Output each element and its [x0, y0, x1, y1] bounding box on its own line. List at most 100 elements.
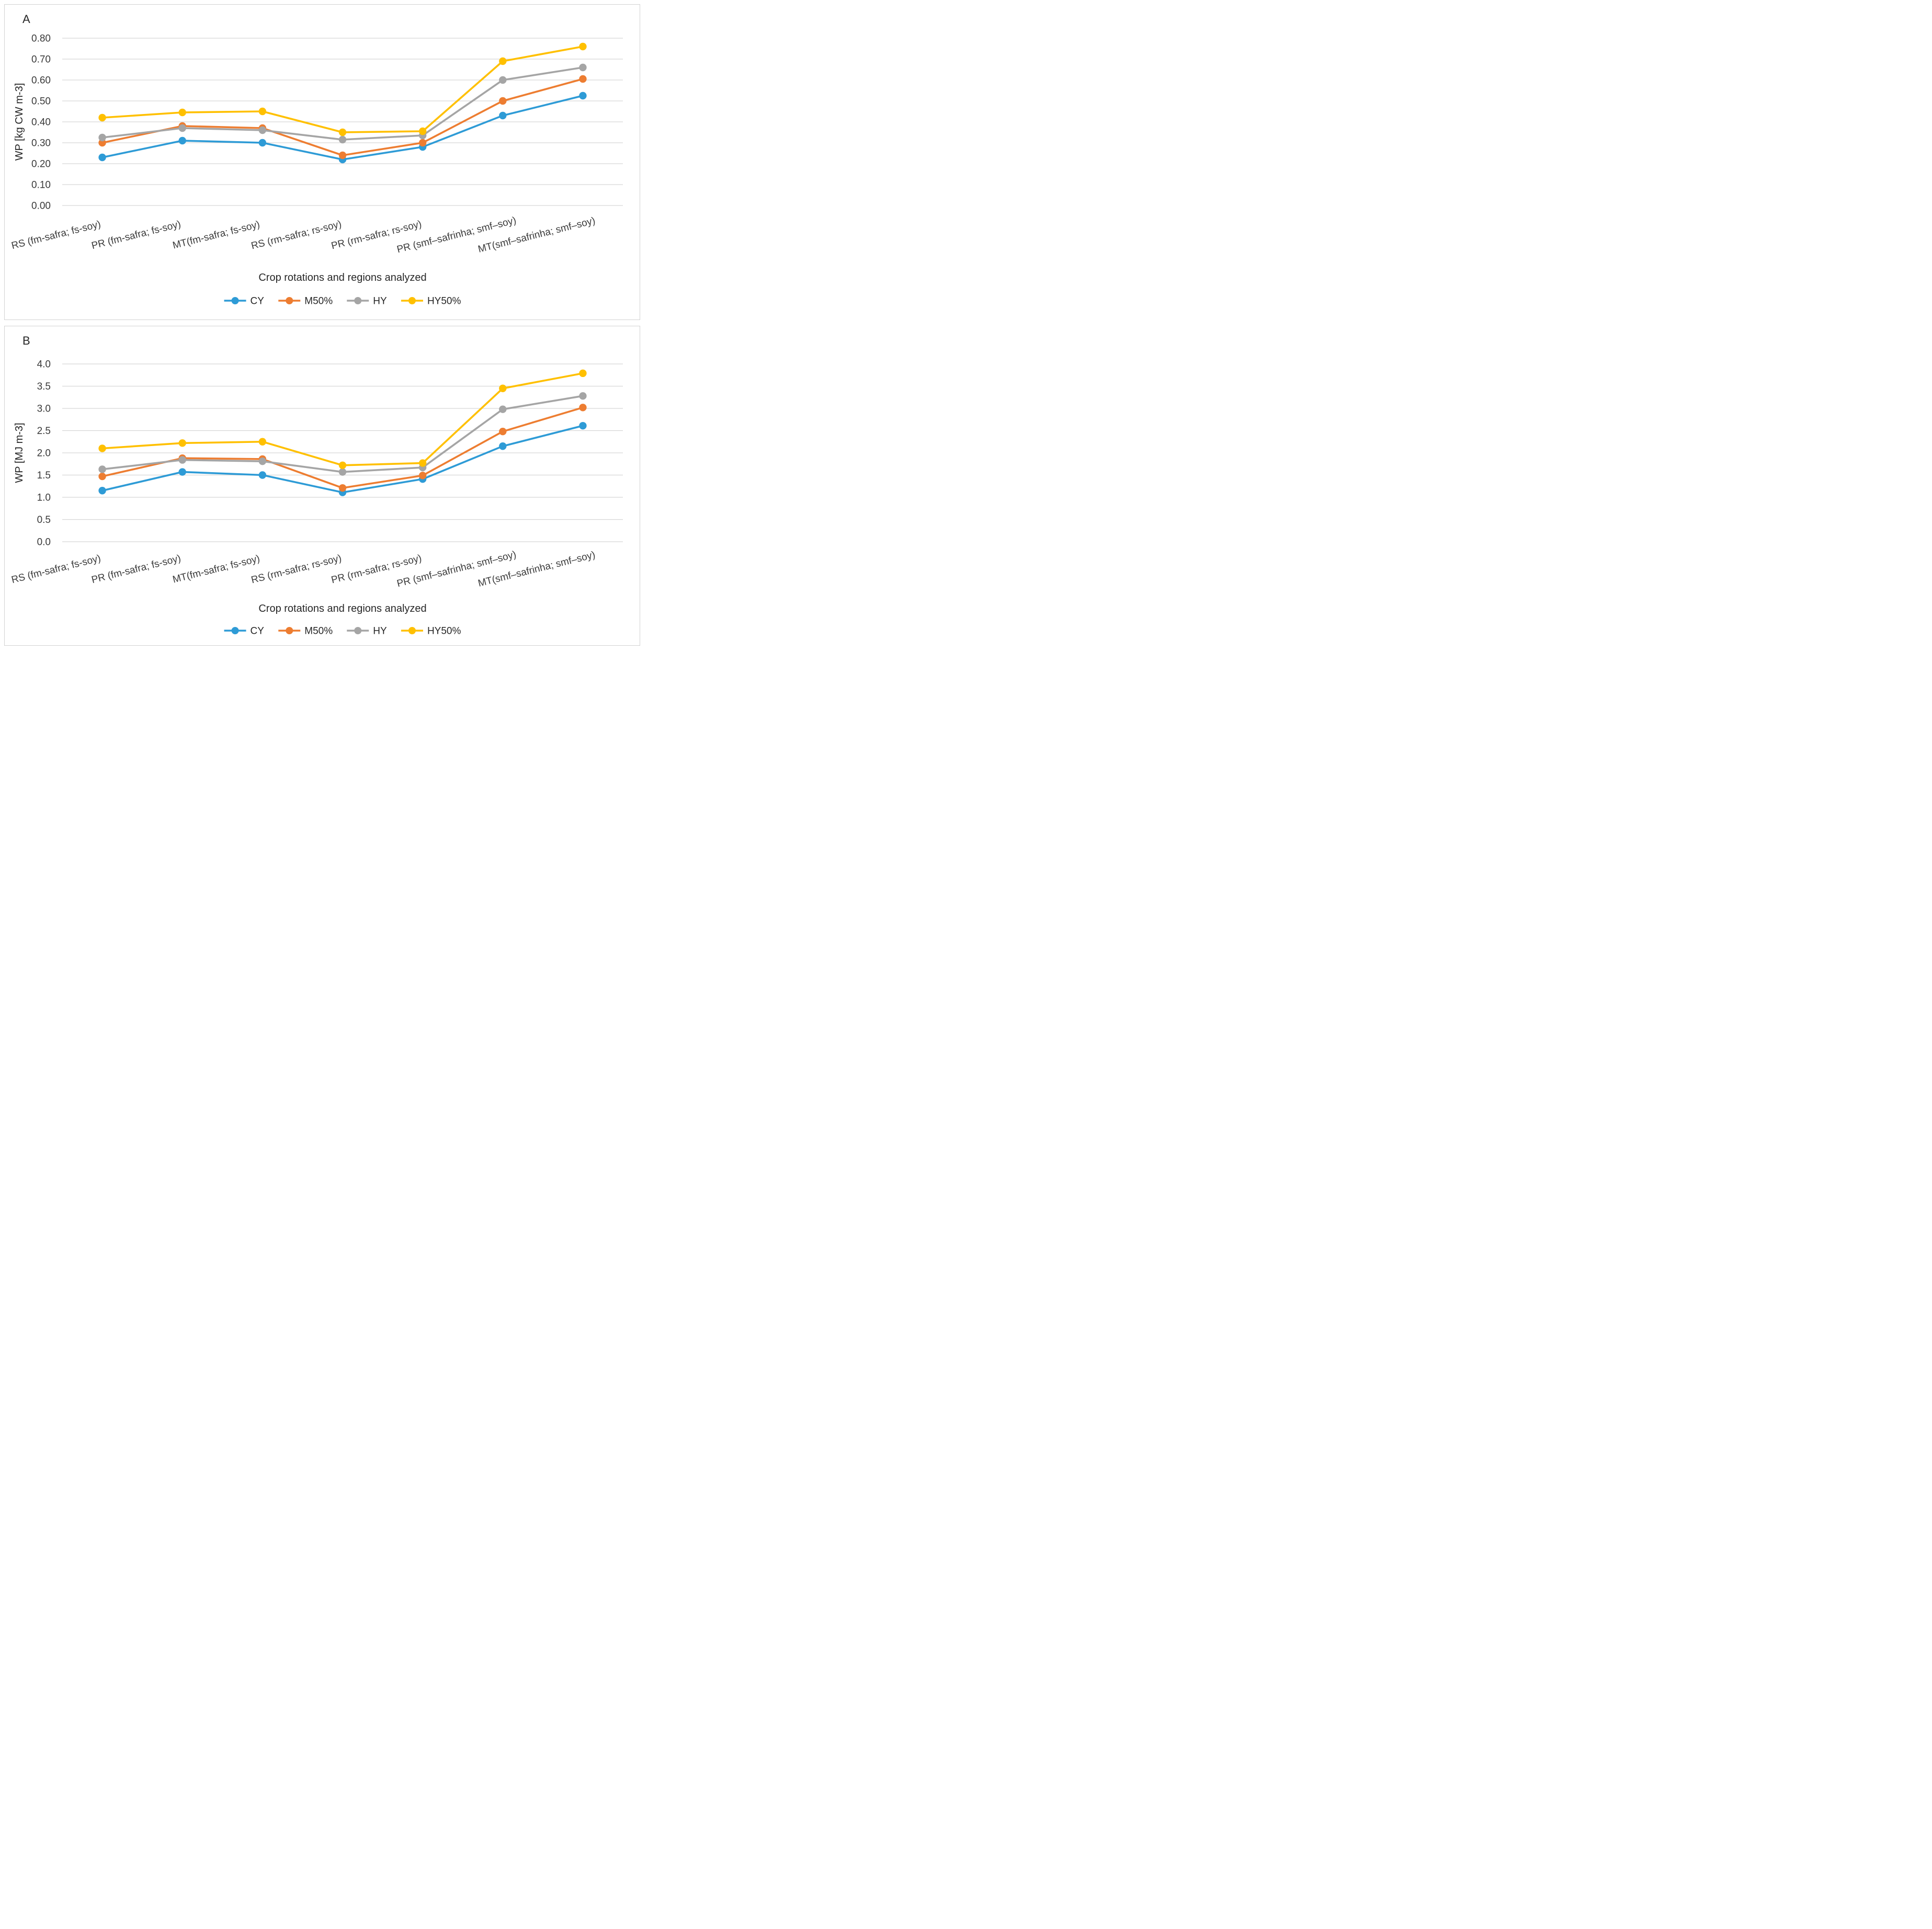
- series-line-HY50%: [101, 372, 584, 466]
- legend-label: HY: [373, 296, 387, 307]
- marker-HY: [579, 392, 587, 400]
- legend-item-HY50%: HY50%: [401, 296, 461, 307]
- marker-HY50%: [338, 461, 347, 469]
- marker-HY50%: [418, 127, 427, 135]
- panel-b: B 4.0 3.5 3.0 2.5 2.0 1.5 1.0 0.5 0.0 WP [MJ m-3]…: [4, 326, 640, 646]
- x-category-label: MT(fm-safra; fs-soy): [172, 553, 261, 586]
- legend-marker: [354, 297, 362, 304]
- marker-CY: [579, 421, 587, 430]
- panel-a-label: A: [22, 13, 30, 26]
- legend-item-CY: CY: [224, 626, 265, 637]
- y-tick-label: 2.5: [37, 426, 51, 437]
- marker-CY: [258, 471, 267, 479]
- marker-HY: [98, 133, 106, 142]
- marker-HY50%: [579, 369, 587, 378]
- y-tick-label: 0.40: [31, 117, 51, 128]
- legend-marker: [286, 627, 293, 634]
- legend: CY M50% HY HY50%: [224, 296, 461, 307]
- marker-CY: [499, 111, 507, 120]
- y-tick-label: 0.00: [31, 201, 51, 212]
- marker-HY: [499, 405, 507, 413]
- x-category-label: RS (fm-safra; fs-soy): [10, 553, 102, 586]
- chart-a: 0.80 0.70 0.60 0.50 0.40 0.30 0.20 0.10 0.00 WP […: [10, 33, 623, 307]
- marker-M50%: [418, 139, 427, 147]
- marker-HY50%: [178, 108, 186, 117]
- marker-HY: [178, 456, 186, 464]
- marker-M50%: [579, 75, 587, 83]
- marker-M50%: [418, 472, 427, 480]
- marker-HY50%: [258, 438, 267, 446]
- y-tick-label: 0.70: [31, 54, 51, 65]
- marker-CY: [258, 139, 267, 147]
- legend-marker: [354, 627, 362, 634]
- legend-item-CY: CY: [224, 296, 265, 307]
- marker-HY50%: [418, 459, 427, 467]
- y-tick-label: 0.50: [31, 96, 51, 107]
- legend-marker: [231, 627, 239, 634]
- marker-HY: [258, 457, 267, 465]
- y-tick-label: 0.0: [37, 537, 51, 548]
- marker-HY: [338, 135, 347, 144]
- legend-marker: [408, 297, 416, 304]
- marker-HY50%: [178, 439, 186, 447]
- marker-HY50%: [98, 113, 106, 122]
- marker-M50%: [499, 428, 507, 436]
- marker-CY: [178, 136, 186, 145]
- marker-CY: [178, 468, 186, 476]
- legend-marker: [286, 297, 293, 304]
- x-category-label: PR (fm-safra; fs-soy): [90, 219, 182, 252]
- series-line-HY: [101, 395, 584, 473]
- legend-item-HY: HY: [347, 626, 387, 637]
- marker-HY: [499, 76, 507, 84]
- legend-item-HY: HY: [347, 296, 387, 307]
- marker-M50%: [98, 139, 106, 147]
- legend-label: HY: [373, 626, 387, 637]
- x-category-label: RS (rm-safra; rs-soy): [250, 219, 343, 252]
- marker-HY50%: [499, 384, 507, 392]
- legend: CY M50% HY HY50%: [224, 626, 461, 637]
- chart-b: 4.0 3.5 3.0 2.5 2.0 1.5 1.0 0.5 0.0 WP [MJ m-3] RS…: [10, 359, 623, 637]
- marker-CY: [579, 92, 587, 100]
- legend-label: HY50%: [427, 626, 461, 637]
- legend-label: M50%: [304, 626, 333, 637]
- marker-HY50%: [258, 107, 267, 116]
- y-tick-label: 0.60: [31, 75, 51, 86]
- marker-M50%: [499, 97, 507, 105]
- y-tick-label: 1.5: [37, 470, 51, 481]
- marker-M50%: [338, 484, 347, 492]
- marker-CY: [499, 442, 507, 450]
- legend-item-M50%: M50%: [278, 626, 333, 637]
- legend-marker: [408, 627, 416, 634]
- panel-a: A 0.80 0.70 0.60 0.50 0.40 0.30 0.20 0.10 0.00 WP…: [4, 4, 640, 320]
- legend-item-HY50%: HY50%: [401, 626, 461, 637]
- marker-M50%: [338, 151, 347, 159]
- legend-label: CY: [251, 626, 265, 637]
- y-tick-label: 0.5: [37, 515, 51, 526]
- y-tick-label: 3.5: [37, 381, 51, 392]
- series-line-M50%: [101, 406, 584, 489]
- x-category-label: RS (rm-safra; rs-soy): [250, 553, 343, 586]
- legend-label: CY: [251, 296, 265, 307]
- y-tick-label: 3.0: [37, 404, 51, 415]
- marker-M50%: [98, 472, 106, 481]
- legend-label: M50%: [304, 296, 333, 307]
- marker-HY: [258, 126, 267, 134]
- marker-M50%: [579, 404, 587, 412]
- marker-HY50%: [499, 57, 507, 65]
- series-line-M50%: [101, 78, 584, 156]
- y-tick-label: 2.0: [37, 448, 51, 459]
- y-tick-label: 4.0: [37, 359, 51, 370]
- y-tick-label: 0.20: [31, 159, 51, 170]
- panel-b-label: B: [22, 334, 30, 347]
- y-tick-label: 1.0: [37, 493, 51, 504]
- marker-HY50%: [98, 444, 106, 452]
- y-axis-title: WP [kg CW m-3]: [14, 83, 25, 161]
- x-category-label: MT(fm-safra; fs-soy): [172, 219, 261, 252]
- marker-HY: [338, 468, 347, 476]
- marker-HY: [98, 465, 106, 473]
- legend-marker: [231, 297, 239, 304]
- marker-HY: [579, 63, 587, 72]
- figure: A 0.80 0.70 0.60 0.50 0.40 0.30 0.20 0.10 0.00 WP…: [0, 0, 644, 656]
- legend-label: HY50%: [427, 296, 461, 307]
- y-axis-title: WP [MJ m-3]: [14, 423, 25, 483]
